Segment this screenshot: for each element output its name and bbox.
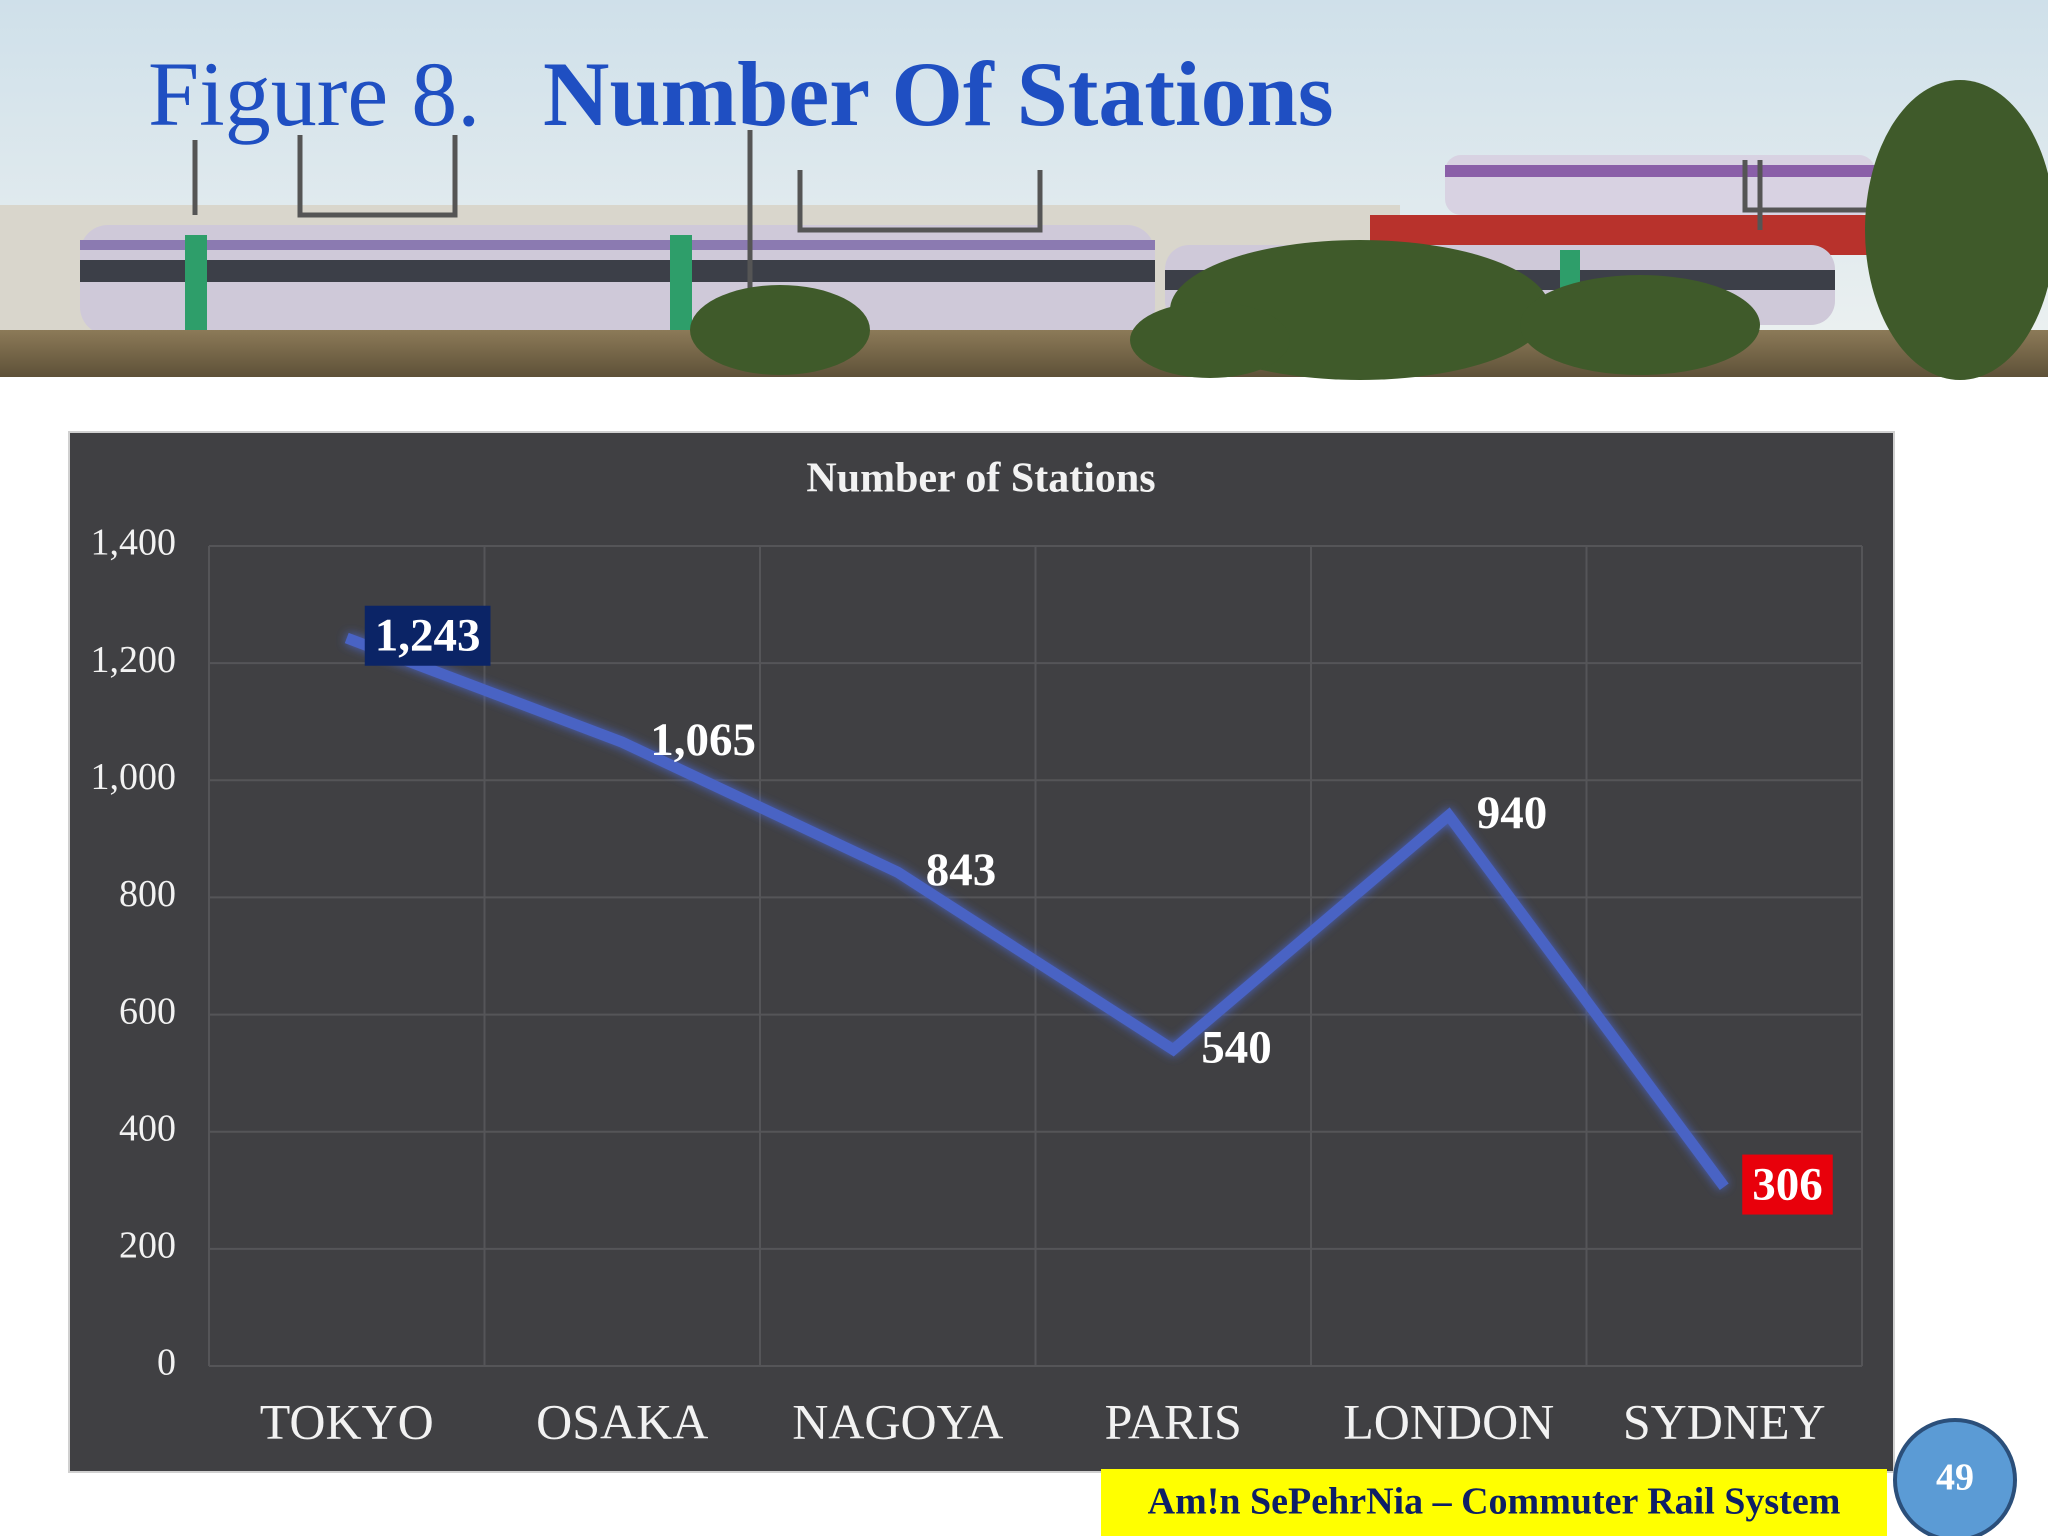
value-label: 1,243	[375, 610, 481, 662]
value-label: 540	[1201, 1021, 1272, 1073]
chart-panel	[68, 431, 1895, 1473]
x-tick-label: PARIS	[1105, 1393, 1242, 1449]
x-tick-label: TOKYO	[260, 1393, 434, 1449]
slide-title: Number Of Stations	[543, 43, 1334, 145]
y-tick-label: 0	[157, 1342, 176, 1384]
y-tick-label: 600	[119, 990, 176, 1032]
footer-text: Am!n SePehrNia – Commuter Rail System	[1148, 1481, 1841, 1523]
data-line	[344, 632, 1729, 1191]
value-label: 1,065	[650, 714, 756, 766]
plot-area: 0 200 400 600 800 1,000 1,200 1,400 TOKYO OSAKA NA…	[91, 522, 1863, 1449]
y-tick-label: 1,000	[91, 756, 177, 798]
value-label: 843	[926, 844, 997, 896]
y-tick-label: 800	[119, 873, 176, 915]
x-tick-label: OSAKA	[536, 1393, 708, 1449]
x-tick-label: NAGOYA	[792, 1393, 1003, 1449]
value-label: 306	[1752, 1159, 1823, 1211]
value-label-box	[364, 605, 491, 666]
page-badge	[1893, 1418, 2017, 1536]
page-number: 49	[1936, 1457, 1974, 1499]
x-tick-label: LONDON	[1343, 1393, 1554, 1449]
figure-label: Figure 8.	[148, 43, 480, 145]
value-label-box	[1742, 1154, 1833, 1215]
value-label: 940	[1477, 787, 1548, 839]
chart-title: Number of Stations	[806, 456, 1155, 502]
header-photo	[0, 0, 2048, 380]
y-tick-label: 400	[119, 1107, 176, 1149]
y-tick-label: 200	[119, 1225, 176, 1267]
x-tick-label: SYDNEY	[1623, 1393, 1826, 1449]
y-tick-label: 1,200	[91, 639, 177, 681]
footer-box	[1101, 1469, 1887, 1536]
y-tick-label: 1,400	[91, 522, 177, 564]
